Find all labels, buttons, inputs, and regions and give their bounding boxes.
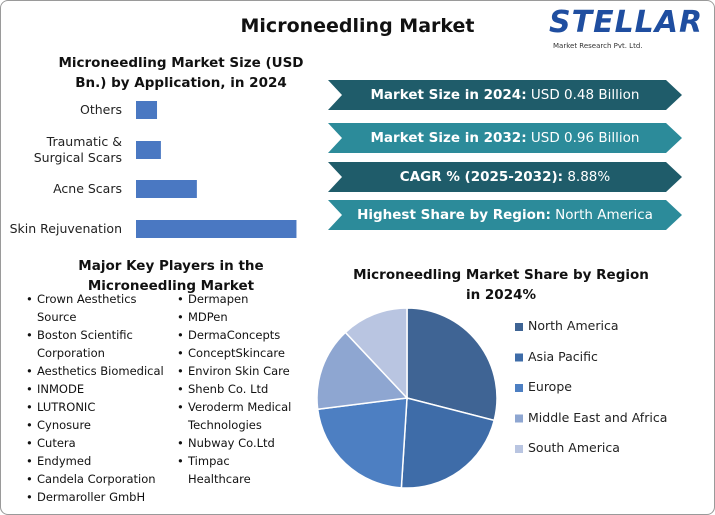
- highlight-value: USD 0.96 Billion: [530, 130, 640, 146]
- legend-label: Europe: [528, 379, 572, 394]
- highlight-banner: [328, 80, 682, 110]
- highlight-text: Market Size in 2024: USD 0.48 Billion: [337, 80, 673, 110]
- player-name: Crown Aesthetics Source: [26, 290, 176, 326]
- player-name: Aesthetics Biomedical: [26, 362, 176, 380]
- legend-swatch: [515, 353, 523, 362]
- bar: [136, 180, 197, 198]
- player-name: Dermapen: [177, 290, 292, 308]
- pie-slice: [406, 307, 498, 422]
- pie-slice: [400, 397, 496, 489]
- player-name: Environ Skin Care: [177, 362, 292, 380]
- player-name: DermaConcepts: [177, 326, 292, 344]
- highlight-value: USD 0.48 Billion: [530, 87, 640, 103]
- highlight-label: CAGR % (2025-2032):: [399, 169, 564, 185]
- player-name: Cutera: [26, 434, 176, 452]
- highlight-label: Market Size in 2024:: [370, 87, 527, 103]
- legend-swatch: [515, 323, 523, 331]
- player-name: MDPen: [177, 308, 292, 326]
- legend-swatch: [515, 414, 523, 423]
- highlight-text: Market Size in 2032: USD 0.96 Billion: [337, 123, 673, 153]
- highlight-value: 8.88%: [567, 169, 611, 185]
- logo-name: STELLAR: [549, 5, 704, 40]
- player-name: Shenb Co. Ltd: [177, 380, 292, 398]
- player-name: Dermaroller GmbH: [26, 488, 176, 506]
- logo-tagline: Market Research Pvt. Ltd.: [553, 42, 643, 50]
- category-label: Traumatic & Surgical Scars: [33, 134, 122, 165]
- player-name: ConceptSkincare: [177, 344, 292, 362]
- highlight-label: Market Size in 2032:: [370, 130, 527, 146]
- legend-label: North America: [528, 318, 619, 333]
- category-label: Skin Rejuvenation: [9, 221, 122, 236]
- chart-title: Microneedling Market Size (USD Bn.) by A…: [58, 55, 304, 91]
- category-label: Others: [79, 102, 122, 117]
- player-name: Cynosure: [26, 416, 176, 434]
- player-name: Candela Corporation: [26, 470, 176, 488]
- highlight-text: CAGR % (2025-2032): 8.88%: [337, 162, 673, 192]
- highlight-label: Highest Share by Region:: [357, 207, 551, 223]
- highlight-banner: [328, 123, 682, 153]
- highlight-value: North America: [555, 207, 653, 223]
- player-name: Nubway Co.Ltd: [177, 434, 292, 452]
- legend-label: Asia Pacific: [528, 348, 598, 364]
- pie-slice: [316, 331, 409, 411]
- pie-slice: [316, 397, 408, 489]
- highlight-banner: [328, 162, 682, 192]
- player-name: Timpac Healthcare: [177, 452, 292, 488]
- player-name: INMODE: [26, 380, 176, 398]
- player-name: LUTRONIC: [26, 398, 176, 416]
- players-column: DermapenMDPenDermaConceptsConceptSkincar…: [177, 290, 292, 488]
- page-title: Microneedling Market: [240, 15, 475, 37]
- players-column: Crown Aesthetics SourceBoston Scientific…: [26, 290, 176, 506]
- bar: [136, 101, 158, 119]
- player-name: Boston Scientific Corporation: [26, 326, 176, 362]
- bar: [136, 141, 161, 159]
- legend-label: Middle East and Africa: [528, 409, 668, 425]
- player-name: Veroderm Medical Technologies: [177, 398, 292, 434]
- chart-title: Microneedling Market Share by Region in …: [353, 267, 649, 303]
- legend-swatch: [515, 445, 523, 453]
- pie-slice: [344, 307, 408, 400]
- player-name: Endymed: [26, 452, 176, 470]
- highlight-banner: [328, 200, 682, 230]
- category-label: Acne Scars: [53, 181, 122, 196]
- legend-label: South America: [528, 440, 620, 455]
- legend-swatch: [515, 384, 523, 392]
- highlight-text: Highest Share by Region: North America: [337, 200, 673, 230]
- bar: [136, 220, 297, 238]
